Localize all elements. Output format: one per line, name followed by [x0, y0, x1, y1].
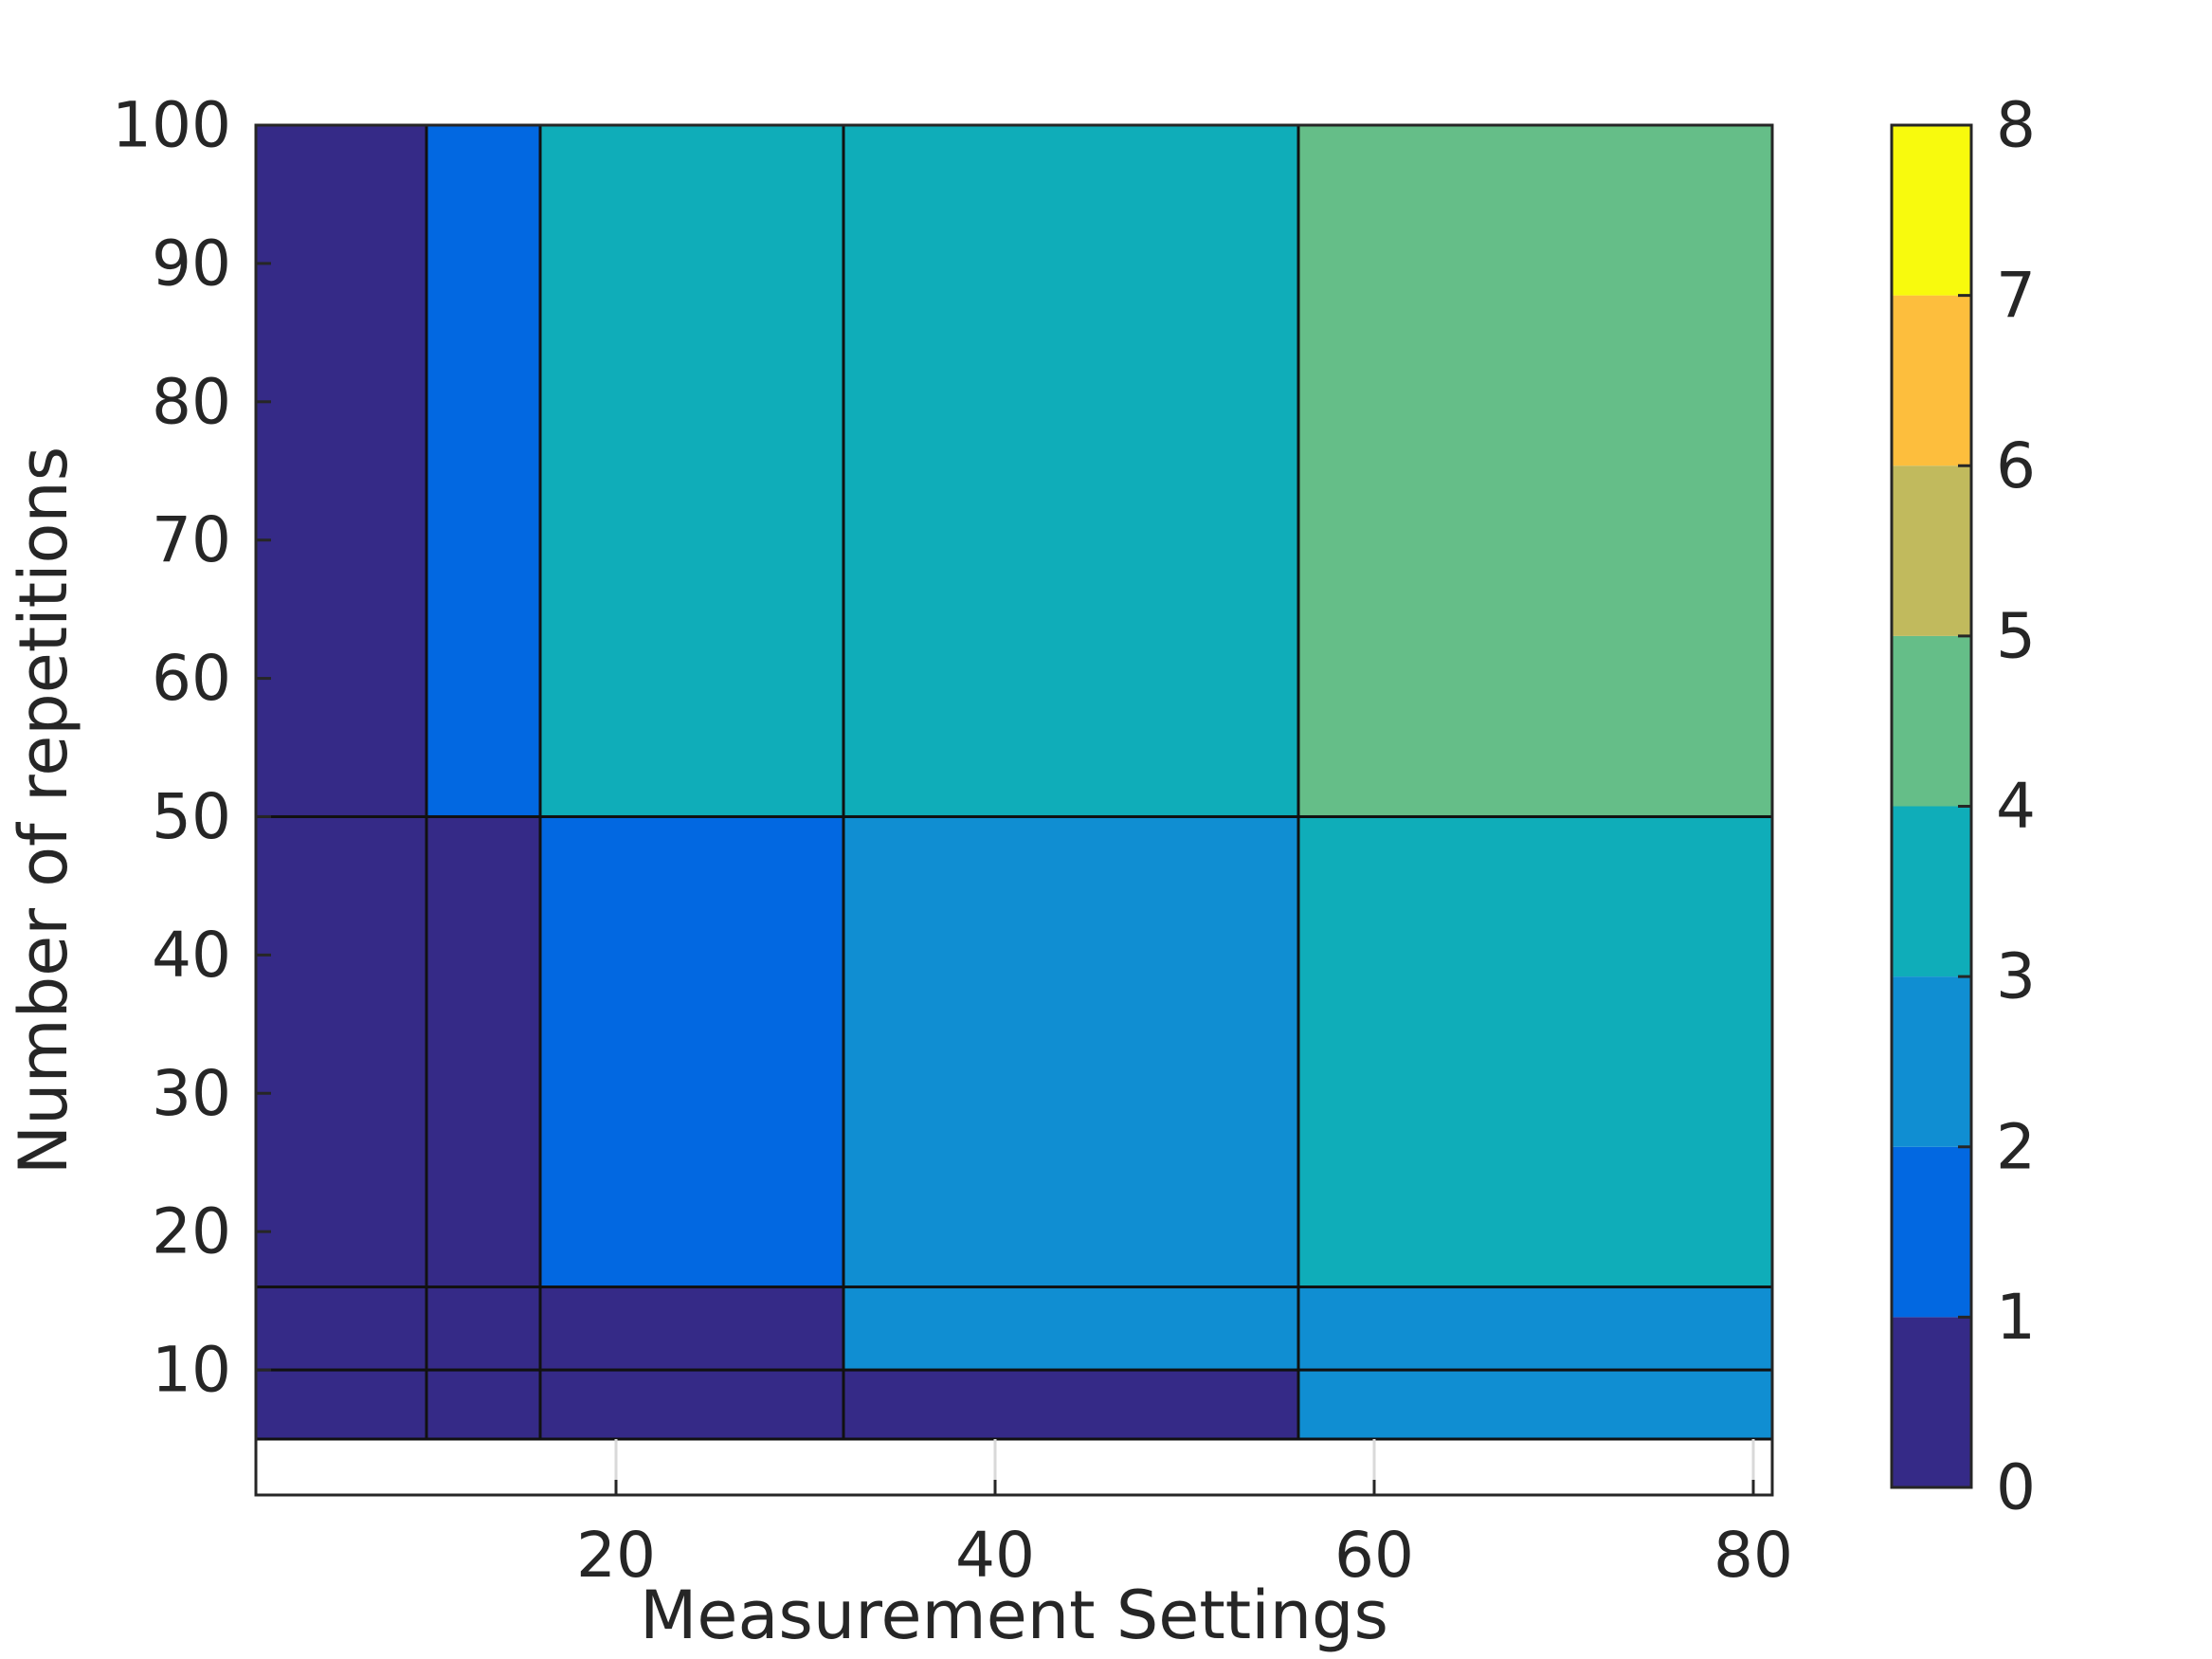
colorbar-ticks: 0 1 2 3 4 5 6 7 8: [1958, 89, 2036, 1524]
colorbar-segment: [1892, 125, 1971, 296]
colorbar-tick-label: 4: [1996, 770, 2036, 843]
colorbar-tick-label: 6: [1996, 429, 2036, 502]
heatmap-cell: [1296, 1285, 1774, 1372]
heatmap-cell: [538, 814, 845, 1289]
heatmap-cell: [425, 814, 542, 1289]
heatmap-cell: [425, 123, 542, 818]
heatmap-cell: [254, 1368, 428, 1441]
colorbar-tick-label: 7: [1996, 259, 2036, 332]
y-tick-label: 50: [152, 780, 231, 853]
y-tick-label: 10: [152, 1334, 231, 1407]
heatmap-cell: [842, 1285, 1300, 1372]
colorbar-segment: [1892, 295, 1971, 466]
y-tick-label: 20: [152, 1195, 231, 1268]
heatmap-cell: [842, 814, 1300, 1289]
x-tick-label: 40: [955, 1519, 1035, 1592]
x-tick-label: 80: [1713, 1519, 1793, 1592]
heatmap-cell: [425, 1285, 542, 1372]
heatmap-cell: [254, 1285, 428, 1372]
y-tick-label: 30: [152, 1057, 231, 1130]
y-axis-ticks: 10 20 30 40 50 60 70 80 90 100: [112, 89, 271, 1407]
colorbar-tick-label: 2: [1996, 1110, 2036, 1183]
colorbar-segment: [1892, 465, 1971, 636]
colorbar-segment: [1892, 1317, 1971, 1487]
x-tick-label: 60: [1334, 1519, 1414, 1592]
heatmap-cell: [254, 814, 428, 1289]
colorbar-tick-label: 5: [1996, 599, 2036, 672]
heatmap-cell: [1296, 123, 1774, 818]
colorbar-segment: [1892, 635, 1971, 807]
plot-area-border: [254, 123, 1774, 1497]
y-tick-label: 60: [152, 642, 231, 715]
y-tick-label: 40: [152, 919, 231, 992]
colorbar-segment: [1892, 1146, 1971, 1318]
heatmap-cell: [842, 1368, 1300, 1441]
heatmap-cell: [254, 123, 428, 818]
colorbar-segment: [1892, 976, 1971, 1147]
heatmap-cell: [538, 1285, 845, 1372]
y-tick-label: 70: [152, 503, 231, 576]
x-axis-ticks: 20 40 60 80: [576, 1480, 1793, 1592]
heatmap-cell: [1296, 1368, 1774, 1441]
colorbar: [1892, 125, 1971, 1487]
heatmap-cell: [425, 1368, 542, 1441]
colorbar-tick-label: 3: [1996, 940, 2036, 1013]
y-tick-label: 90: [152, 227, 231, 300]
colorbar-segment: [1892, 806, 1971, 977]
heatmap-cell: [1296, 814, 1774, 1289]
x-axis-label: Measurement Settings: [640, 1577, 1388, 1654]
colorbar-tick-label: 8: [1996, 89, 2036, 162]
colorbar-tick-label: 0: [1996, 1451, 2036, 1524]
heatmap-cells: [254, 123, 1774, 1441]
heatmap-cell: [538, 123, 845, 818]
heatmap-cell: [538, 1368, 845, 1441]
colorbar-tick-label: 1: [1996, 1281, 2036, 1354]
heatmap-cell: [842, 123, 1300, 818]
y-tick-label: 100: [112, 89, 231, 162]
x-tick-label: 20: [576, 1519, 656, 1592]
y-tick-label: 80: [152, 365, 231, 438]
y-axis-label: Number of repetitions: [5, 447, 82, 1175]
